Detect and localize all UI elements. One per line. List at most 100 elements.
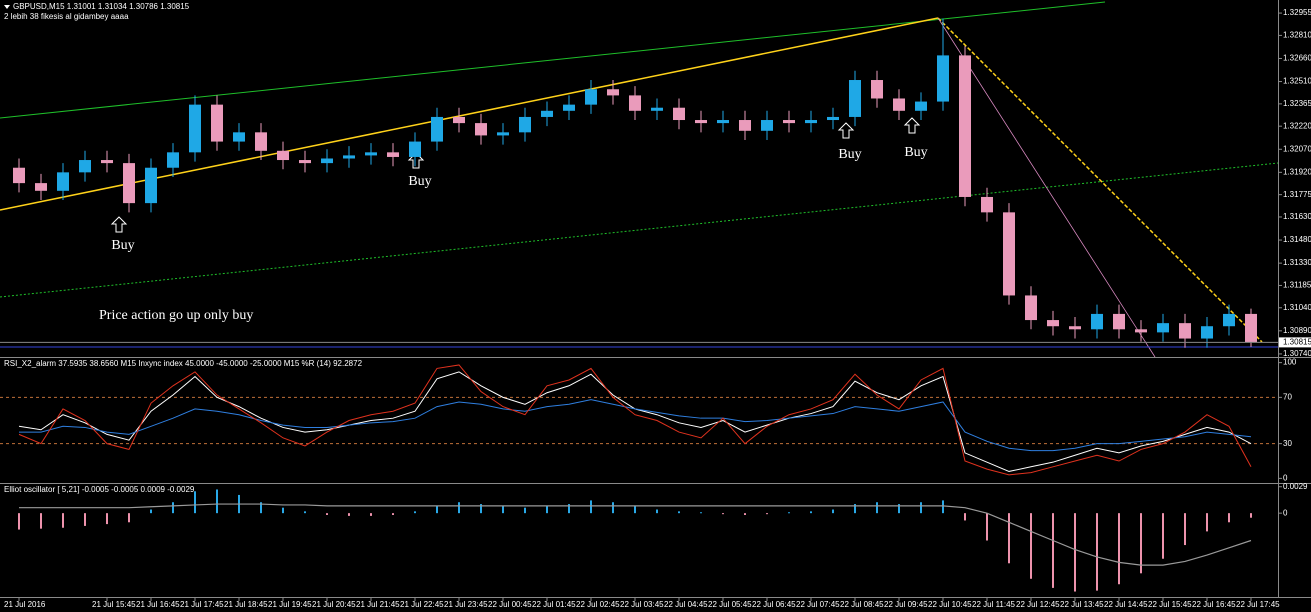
buy-label: Buy (904, 145, 927, 160)
x-tick-label: 21 Jul 15:45 (92, 600, 136, 609)
osc-bar (40, 513, 42, 529)
x-tick-label: 21 Jul 16:45 (136, 600, 180, 609)
osc-bar (62, 513, 64, 528)
y-tick-label: 1.30740 (1283, 349, 1311, 358)
trend-line (937, 17, 1156, 358)
candle-body (365, 152, 377, 156)
osc-bar (524, 507, 526, 514)
candle-body (343, 155, 355, 159)
candle-body (475, 123, 487, 136)
x-tick-label: 21 Jul 19:45 (268, 600, 312, 609)
x-tick-label: 22 Jul 17:45 (1236, 600, 1280, 609)
candle-body (1201, 326, 1213, 339)
candle-body (827, 116, 839, 121)
buy-label: Buy (111, 238, 134, 253)
x-tick-label: 22 Jul 06:45 (752, 600, 796, 609)
x-tick-label: 21 Jul 20:45 (312, 600, 356, 609)
osc-bar (480, 504, 482, 514)
y-tick-label: 1.32070 (1283, 144, 1311, 153)
osc-bar (436, 505, 438, 514)
y-tick-label: 1.32810 (1283, 31, 1311, 40)
candle-body (1113, 313, 1125, 330)
osc-bar (348, 513, 350, 516)
candle-body (497, 132, 509, 136)
osc-bar (304, 511, 306, 514)
x-tick-label: 22 Jul 01:45 (532, 600, 576, 609)
candle-body (981, 196, 993, 213)
x-tick-label: 22 Jul 16:45 (1192, 600, 1236, 609)
x-tick-label: 22 Jul 15:45 (1148, 600, 1192, 609)
osc-bar (458, 502, 460, 514)
candle-body (321, 158, 333, 164)
osc-bar (986, 513, 988, 541)
osc-bar (1030, 513, 1032, 579)
candle-body (805, 120, 817, 124)
candle-body (57, 172, 69, 191)
y-tick-label: 0 (1283, 508, 1288, 517)
osc-bar (194, 491, 196, 514)
panel-borders (0, 0, 1311, 598)
osc-bar (502, 505, 504, 514)
x-tick-label: 22 Jul 11:45 (972, 600, 1016, 609)
candle-body (563, 104, 575, 111)
osc-bar (128, 513, 130, 523)
candle-body (123, 163, 135, 204)
x-tick-label: 22 Jul 07:45 (796, 600, 840, 609)
osc-bar (392, 513, 394, 515)
osc-bar (744, 513, 746, 515)
y-tick-label: 1.31185 (1283, 281, 1311, 290)
candle-body (1245, 313, 1257, 343)
candle-body (453, 116, 465, 124)
osc-bar (260, 502, 262, 514)
candle-body (277, 150, 289, 161)
trend-line (937, 17, 1263, 343)
x-tick-label: 22 Jul 14:45 (1104, 600, 1148, 609)
candle-body (629, 95, 641, 111)
osc-bar (1250, 513, 1252, 518)
note: Price action go up only buy (99, 308, 253, 323)
y-tick-label: 1.31040 (1283, 303, 1311, 312)
x-tick-label: 22 Jul 08:45 (840, 600, 884, 609)
osc-bar (898, 504, 900, 514)
y-tick-label: 1.31480 (1283, 235, 1311, 244)
y-tick-label: 0 (1283, 473, 1288, 482)
candle-body (101, 160, 113, 164)
elliot-title: Elliot oscillator [ 5,21] -0.0005 -0.000… (4, 485, 195, 494)
x-tick-label: 22 Jul 13:45 (1060, 600, 1104, 609)
candle-body (1047, 320, 1059, 327)
candle-body (519, 116, 531, 133)
y-tick-label: 70 (1283, 392, 1292, 401)
candle-body (607, 89, 619, 96)
candle-body (915, 101, 927, 111)
candle-body (739, 120, 751, 131)
y-tick-label: 0.0029 (1283, 482, 1308, 491)
candle-body (585, 89, 597, 105)
subtitle: 2 lebih 38 fikesis al gidambey aaaa (4, 12, 129, 21)
osc-bar (414, 511, 416, 514)
osc-bar (1118, 513, 1120, 585)
signal-line (19, 503, 1252, 566)
osc-bar (920, 502, 922, 514)
osc-bar (766, 513, 768, 515)
osc-bar (1074, 513, 1076, 592)
x-tick-label: 22 Jul 10:45 (928, 600, 972, 609)
osc-bar (788, 512, 790, 514)
osc-bar (678, 511, 680, 514)
candle-body (431, 116, 443, 142)
osc-bar (964, 513, 966, 521)
candle-body (189, 104, 201, 153)
y-tick-label: 1.31330 (1283, 258, 1311, 267)
rsi-title: RSI_X2_alarm 37.5935 38.6560 M15 Inxync … (4, 359, 363, 368)
x-tick-label: 21 Jul 2016 (4, 600, 46, 609)
y-tick-label: 1.32955 (1283, 8, 1311, 17)
y-tick-label: 100 (1283, 358, 1297, 367)
y-tick-label: 1.31775 (1283, 190, 1311, 199)
x-tick-label: 21 Jul 18:45 (224, 600, 268, 609)
osc-bar (656, 509, 658, 514)
buy-label: Buy (838, 147, 861, 162)
osc-bar (810, 511, 812, 514)
candle-body (1069, 326, 1081, 330)
candle-body (299, 160, 311, 164)
x-tick-label: 22 Jul 02:45 (576, 600, 620, 609)
